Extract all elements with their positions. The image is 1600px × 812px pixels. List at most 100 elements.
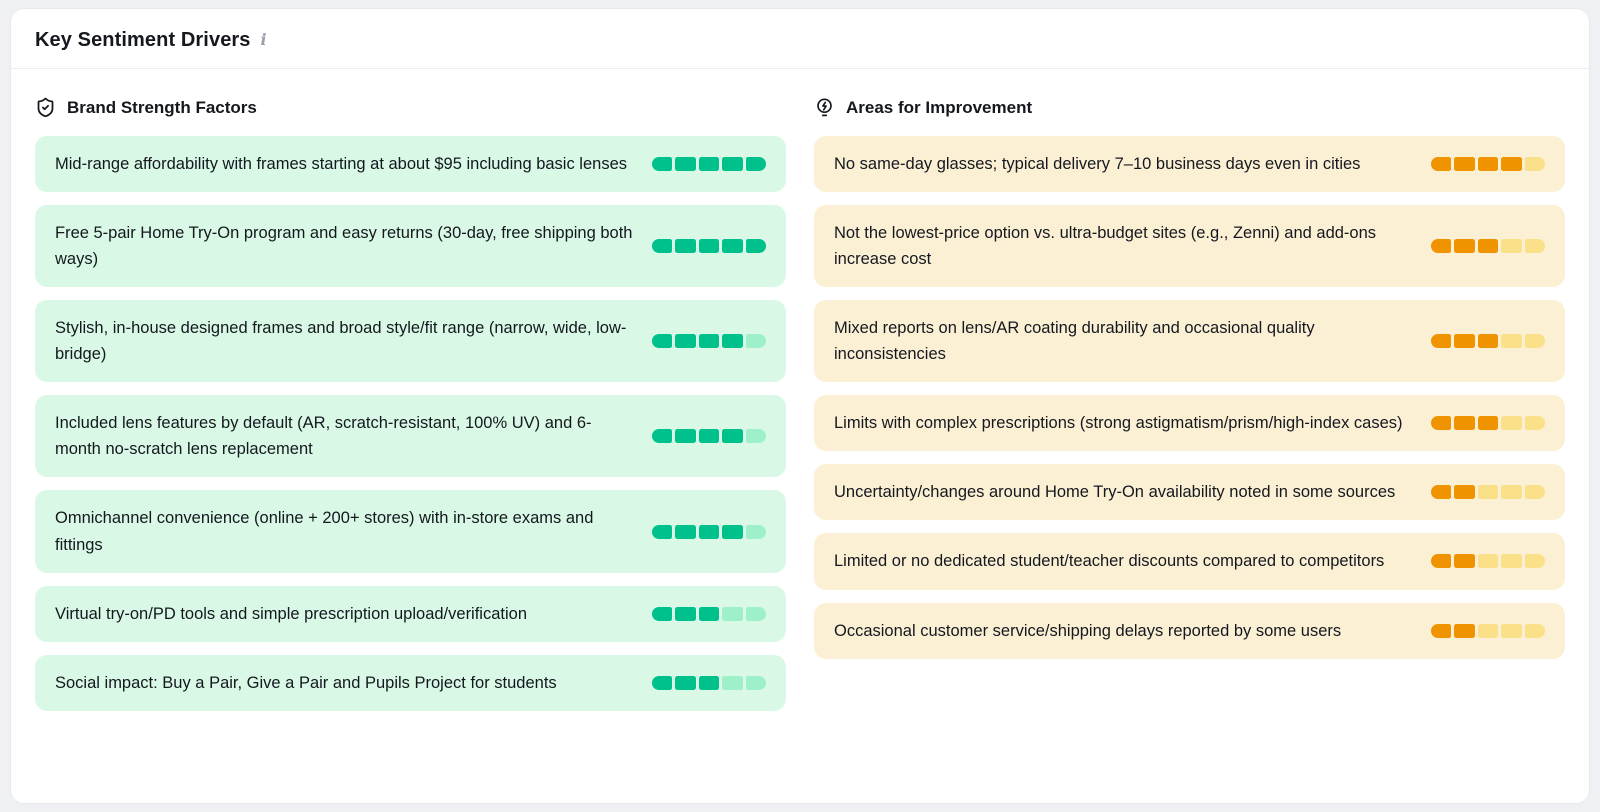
brand-strength-column: Brand Strength Factors Mid-range afforda… (35, 97, 786, 711)
bar-segment-empty (1524, 554, 1546, 569)
bar-segment-filled (1477, 239, 1499, 254)
sentiment-score-bar (652, 239, 767, 254)
sentiment-score-bar (1431, 554, 1546, 569)
sentiment-score-bar (1431, 485, 1546, 500)
bar-segment-empty (1501, 334, 1522, 349)
strength-card: Mid-range affordability with frames star… (35, 136, 786, 193)
bar-segment-empty (1524, 157, 1546, 172)
strength-card: Virtual try-on/PD tools and simple presc… (35, 585, 786, 642)
bar-segment-empty (722, 675, 743, 690)
strength-card: Omnichannel convenience (online + 200+ s… (35, 490, 786, 573)
bar-segment-empty (1477, 554, 1499, 569)
bar-segment-filled (722, 429, 743, 444)
bar-segment-filled (675, 239, 696, 254)
sentiment-score-bar (652, 334, 767, 349)
bar-segment-filled (1431, 239, 1452, 254)
bar-segment-filled (1454, 623, 1475, 638)
driver-text: Included lens features by default (AR, s… (55, 414, 592, 459)
bar-segment-empty (745, 524, 767, 539)
bar-segment-filled (698, 239, 720, 254)
improvement-card: Not the lowest-price option vs. ultra-bu… (814, 205, 1565, 288)
sentiment-score-bar (652, 606, 767, 621)
panel-header: Key Sentiment Drivers i (11, 9, 1589, 69)
bar-segment-filled (698, 675, 720, 690)
improvement-card: Limits with complex prescriptions (stron… (814, 395, 1565, 452)
improvement-card-list: No same-day glasses; typical delivery 7–… (814, 136, 1565, 659)
bar-segment-empty (1501, 416, 1522, 431)
bar-segment-filled (675, 675, 696, 690)
sentiment-score-bar (652, 675, 767, 690)
bar-segment-empty (1501, 485, 1522, 500)
driver-text: Not the lowest-price option vs. ultra-bu… (834, 224, 1377, 269)
bar-segment-filled (698, 606, 720, 621)
sentiment-score-bar (1431, 623, 1546, 638)
driver-text: Virtual try-on/PD tools and simple presc… (55, 604, 528, 623)
driver-text: Mid-range affordability with frames star… (55, 155, 628, 173)
strength-card-list: Mid-range affordability with frames star… (35, 136, 786, 711)
bar-segment-filled (652, 157, 673, 172)
driver-text: Free 5-pair Home Try-On program and easy… (55, 224, 633, 269)
improvement-card: Mixed reports on lens/AR coating durabil… (814, 300, 1565, 383)
strength-card: Included lens features by default (AR, s… (35, 395, 786, 478)
info-icon[interactable]: i (260, 29, 267, 49)
bar-segment-filled (675, 606, 696, 621)
bar-segment-filled (1431, 485, 1452, 500)
bar-segment-empty (1477, 485, 1499, 500)
page-title: Key Sentiment Drivers (35, 29, 251, 51)
sentiment-score-bar (652, 157, 767, 172)
column-heading-label: Brand Strength Factors (67, 97, 257, 117)
bar-segment-filled (722, 239, 743, 254)
bar-segment-filled (722, 334, 743, 349)
bar-segment-filled (1477, 334, 1499, 349)
bar-segment-filled (652, 429, 673, 444)
bar-segment-filled (698, 429, 720, 444)
lightbulb-icon (814, 97, 835, 118)
improvement-card: No same-day glasses; typical delivery 7–… (814, 136, 1565, 193)
sentiment-score-bar (1431, 239, 1546, 254)
bar-segment-filled (1431, 157, 1452, 172)
bar-segment-filled (1431, 554, 1452, 569)
bar-segment-filled (1454, 157, 1475, 172)
bar-segment-empty (1524, 334, 1546, 349)
bar-segment-filled (1454, 416, 1475, 431)
bar-segment-filled (675, 157, 696, 172)
driver-text: Occasional customer service/shipping del… (834, 621, 1342, 640)
bar-segment-filled (652, 239, 673, 254)
bar-segment-filled (652, 524, 673, 539)
driver-text: Stylish, in-house designed frames and br… (55, 319, 627, 364)
bar-segment-filled (1477, 416, 1499, 431)
driver-text: Omnichannel convenience (online + 200+ s… (55, 509, 594, 554)
bar-segment-filled (1454, 554, 1475, 569)
panel-body: Brand Strength Factors Mid-range afforda… (11, 69, 1589, 735)
driver-text: Limited or no dedicated student/teacher … (834, 552, 1385, 571)
bar-segment-empty (1477, 623, 1499, 638)
bar-segment-filled (1454, 485, 1475, 500)
bar-segment-empty (1524, 416, 1546, 431)
bar-segment-empty (1524, 239, 1546, 254)
bar-segment-empty (1501, 239, 1522, 254)
bar-segment-filled (1431, 416, 1452, 431)
driver-text: Mixed reports on lens/AR coating durabil… (834, 319, 1315, 364)
bar-segment-filled (1454, 334, 1475, 349)
improvement-card: Occasional customer service/shipping del… (814, 602, 1565, 659)
key-sentiment-drivers-panel: Key Sentiment Drivers i Brand Strength F… (10, 8, 1590, 804)
sentiment-score-bar (652, 429, 767, 444)
driver-text: Uncertainty/changes around Home Try-On a… (834, 483, 1396, 502)
bar-segment-filled (698, 157, 720, 172)
bar-segment-filled (652, 334, 673, 349)
strength-card: Free 5-pair Home Try-On program and easy… (35, 205, 786, 288)
bar-segment-filled (675, 334, 696, 349)
sentiment-score-bar (1431, 334, 1546, 349)
improvement-card: Limited or no dedicated student/teacher … (814, 533, 1565, 590)
strength-card: Stylish, in-house designed frames and br… (35, 300, 786, 383)
bar-segment-filled (652, 606, 673, 621)
bar-segment-filled (698, 334, 720, 349)
bar-segment-empty (1501, 623, 1522, 638)
bar-segment-filled (698, 524, 720, 539)
bar-segment-filled (652, 675, 673, 690)
driver-text: Limits with complex prescriptions (stron… (834, 414, 1403, 433)
bar-segment-empty (1524, 485, 1546, 500)
improvement-heading: Areas for Improvement (814, 97, 1565, 118)
bar-segment-empty (745, 606, 767, 621)
sentiment-score-bar (1431, 157, 1546, 172)
